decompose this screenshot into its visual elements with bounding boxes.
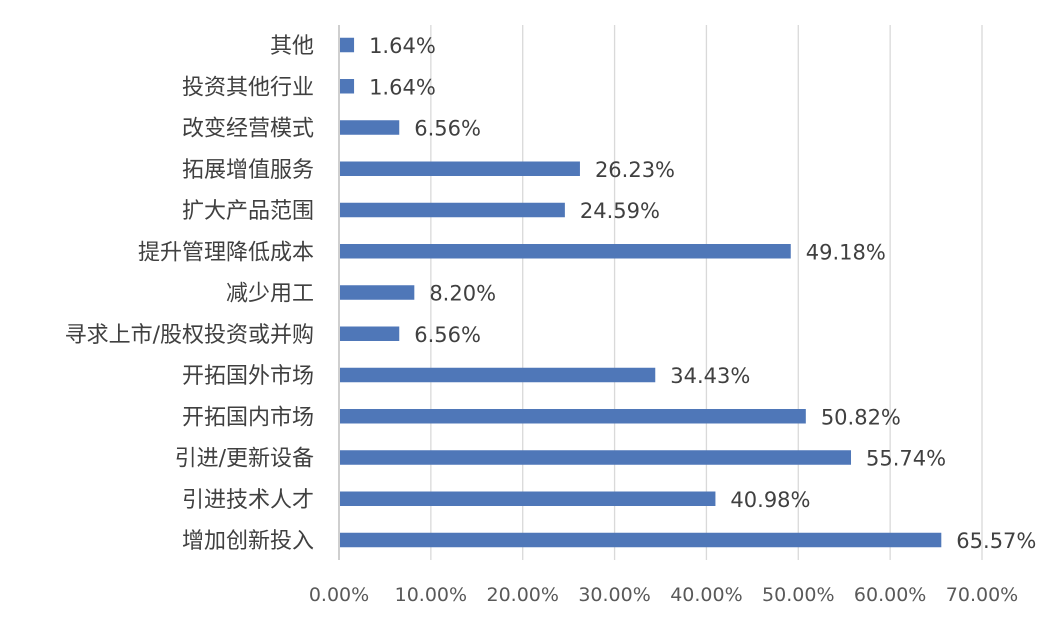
- x-tick-label: 10.00%: [395, 584, 467, 606]
- category-label: 投资其他行业: [182, 75, 314, 100]
- category-label: 扩大产品范围: [182, 199, 314, 224]
- category-label: 开拓国外市场: [182, 364, 314, 389]
- category-label: 其他: [270, 34, 314, 59]
- x-tick-label: 20.00%: [486, 584, 558, 606]
- category-label: 开拓国内市场: [182, 405, 314, 430]
- x-tick-label: 0.00%: [309, 584, 369, 606]
- category-label: 增加创新投入: [182, 529, 314, 554]
- data-label: 1.64%: [369, 75, 436, 99]
- data-label: 8.20%: [429, 282, 496, 306]
- gridlines: [338, 25, 983, 560]
- category-label: 拓展增值服务: [182, 158, 314, 183]
- bar: [340, 367, 656, 383]
- x-tick-label: 60.00%: [854, 584, 926, 606]
- bar: [340, 285, 415, 300]
- bar: [340, 532, 942, 548]
- category-label: 寻求上市/股权投资或并购: [65, 323, 314, 348]
- data-label: 26.23%: [595, 158, 675, 182]
- category-label: 提升管理降低成本: [138, 240, 314, 265]
- bar: [340, 326, 400, 341]
- bar: [340, 244, 791, 259]
- category-label: 减少用工: [226, 282, 314, 307]
- data-label: 55.74%: [866, 447, 946, 471]
- data-label: 1.64%: [369, 34, 436, 58]
- data-label: 24.59%: [580, 199, 660, 223]
- bar: [340, 491, 716, 506]
- bar: [340, 120, 400, 135]
- data-label: 34.43%: [670, 364, 750, 388]
- bar: [340, 409, 806, 424]
- data-label: 40.98%: [730, 488, 810, 512]
- labels: 0.00% 10.00% 20.00% 30.00% 40.00% 50.00% 60.00…: [65, 34, 1037, 606]
- category-label: 引进技术人才: [182, 488, 314, 513]
- bar: [340, 161, 580, 176]
- data-label: 50.82%: [821, 405, 901, 429]
- category-label: 引进/更新设备: [175, 447, 314, 472]
- data-label: 65.57%: [956, 529, 1036, 553]
- x-tick-label: 70.00%: [946, 584, 1018, 606]
- bar: [340, 202, 565, 218]
- bar: [340, 79, 355, 94]
- category-label: 改变经营模式: [182, 117, 314, 142]
- data-label: 6.56%: [414, 117, 481, 141]
- x-tick-label: 40.00%: [670, 584, 742, 606]
- x-tick-label: 50.00%: [762, 584, 834, 606]
- data-label: 49.18%: [806, 240, 886, 264]
- bar: [340, 37, 355, 53]
- x-tick-label: 30.00%: [578, 584, 650, 606]
- bars: [340, 37, 942, 548]
- bar: [340, 450, 852, 465]
- data-label: 6.56%: [414, 323, 481, 347]
